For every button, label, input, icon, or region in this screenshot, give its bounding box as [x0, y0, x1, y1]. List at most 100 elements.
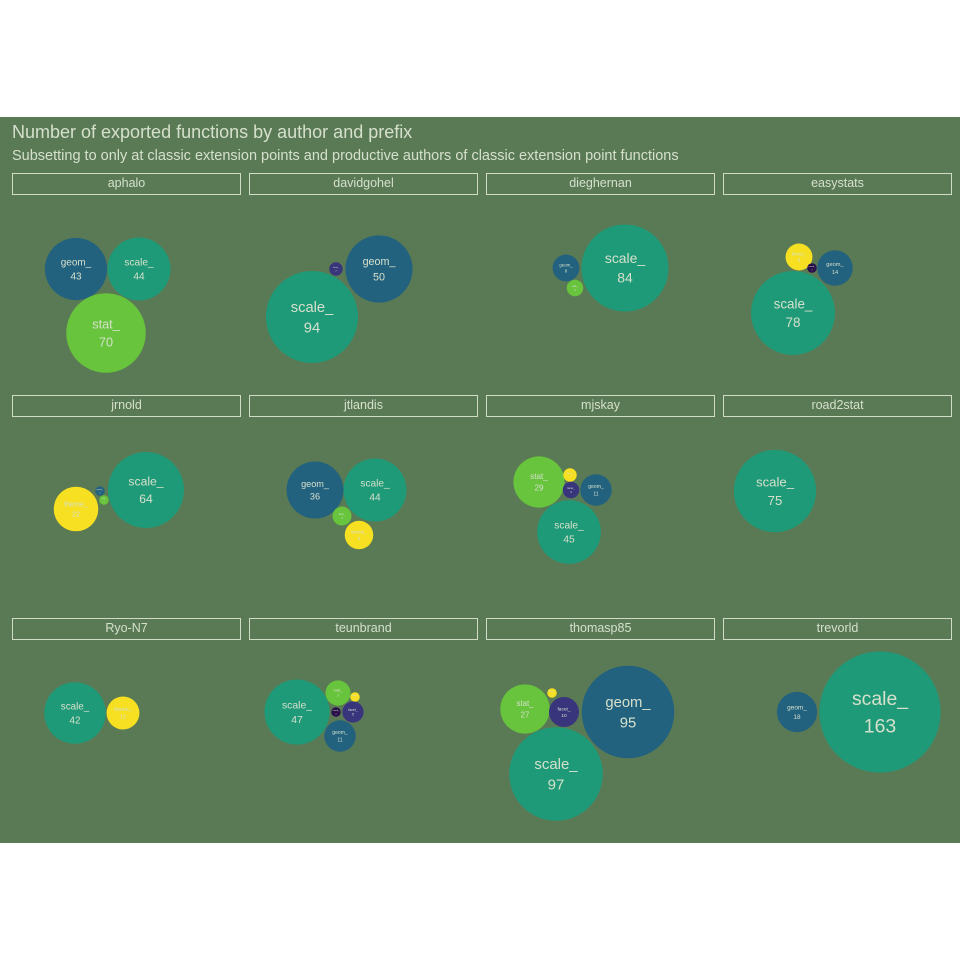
facet-strip-davidgohel: davidgohel — [249, 173, 478, 195]
facet-strip-ryo-n7: Ryo-N7 — [12, 618, 241, 640]
bubble-prefix-label: scale_ — [61, 702, 90, 713]
facet-mjskay: stat_ 29 theme_2 facet_3 geom_11 scale_ 45 — [513, 456, 612, 564]
bubble-prefix-label: facet_ — [557, 706, 570, 712]
bubble-geom-jtlandis — [286, 461, 344, 519]
bubble-prefix-label: theme_ — [114, 707, 132, 713]
bubble-facet-davidgohel — [329, 262, 343, 276]
bubble-prefix-label: theme_ — [548, 690, 556, 693]
bubble-theme-ryo-n7 — [106, 696, 140, 730]
bubble-count-label: 11 — [593, 491, 598, 497]
bubble-scale-davidgohel — [265, 270, 359, 364]
facet-aphalo: geom_ 43 scale_ 44 stat_ 70 — [44, 237, 171, 373]
bubble-stat-mjskay — [513, 456, 565, 508]
bubble-facet-mjskay — [562, 481, 580, 499]
bubble-count-label: 44 — [133, 272, 145, 283]
bubble-prefix-label: theme_ — [566, 472, 574, 475]
bubble-scale-thomasp85 — [509, 727, 603, 821]
facet-strip-dieghernan: dieghernan — [486, 173, 715, 195]
bubble-count-label: 22 — [72, 510, 80, 518]
bubble-prefix-label: facet_ — [348, 708, 357, 712]
facet-strip-thomasp85: thomasp85 — [486, 618, 715, 640]
bubble-prefix-label: stat_ — [572, 284, 578, 288]
bubble-scale-jtlandis — [343, 458, 407, 522]
bubble-stat-aphalo — [66, 293, 146, 373]
facet-strip-aphalo: aphalo — [12, 173, 241, 195]
bubble-geom-jrnold — [95, 486, 105, 496]
bubble-prefix-label: facet_ — [567, 486, 575, 490]
bubble-prefix-label: geom_ — [826, 262, 844, 268]
bubble-count-label: 1 — [99, 492, 101, 494]
bubble-stat-jrnold — [99, 495, 109, 505]
bubble-count-label: 3 — [574, 288, 576, 292]
bubble-theme-jrnold — [53, 486, 99, 532]
chart-title: Number of exported functions by author a… — [12, 122, 413, 142]
bubble-scale-easystats — [751, 271, 835, 355]
bubble-count-label: 1 — [335, 713, 337, 715]
bubble-geom-mjskay — [580, 474, 612, 506]
facet-strip-road2stat: road2stat — [723, 395, 952, 417]
bubble-count-label: 9 — [358, 536, 361, 541]
bubble-prefix-label: theme_ — [351, 529, 367, 534]
bubble-count-label: 97 — [548, 777, 565, 794]
bubble-coord-teunbrand — [331, 707, 341, 717]
facet-road2stat: scale_ 75 — [733, 449, 817, 533]
bubble-prefix-label: scale_ — [534, 756, 578, 773]
bubble-stat-teunbrand — [325, 680, 351, 706]
bubble-prefix-label: geom_ — [605, 695, 651, 711]
bubble-count-label: 29 — [534, 484, 544, 493]
bubble-count-label: 45 — [563, 535, 575, 546]
bubble-geom-aphalo — [44, 237, 108, 301]
bubble-prefix-label: theme_ — [351, 694, 359, 697]
bubble-prefix-label: geom_ — [588, 484, 604, 490]
bubble-count-label: 44 — [369, 493, 381, 504]
bubble-prefix-label: scale_ — [124, 257, 154, 268]
bubble-prefix-label: geom_ — [559, 262, 573, 267]
bubble-scale-mjskay — [537, 500, 601, 564]
bubble-count-label: 2 — [335, 270, 337, 272]
bubble-stat-jtlandis — [332, 506, 352, 526]
facet-ryo-n7: scale_ 42 theme_ 12 — [44, 682, 140, 744]
bubble-count-label: 12 — [120, 715, 126, 721]
bubble-count-label: 18 — [793, 714, 801, 721]
bubble-count-label: 11 — [337, 737, 342, 743]
bubble-scale-ryo-n7 — [44, 682, 106, 744]
facet-dieghernan: geom_ 8 scale_ 84 stat_3 — [552, 224, 669, 312]
bubble-count-label: 95 — [620, 716, 636, 732]
bubble-facet-teunbrand — [342, 701, 364, 723]
bubble-prefix-label: scale_ — [774, 296, 813, 311]
bubble-geom-teunbrand — [324, 720, 356, 752]
bubble-count-label: 4 — [341, 516, 343, 520]
bubble-prefix-label: coord_ — [809, 265, 816, 268]
bubble-theme-teunbrand — [350, 692, 360, 702]
bubble-prefix-label: scale_ — [852, 688, 909, 710]
bubble-prefix-label: facet_ — [333, 266, 340, 269]
bubble-count-label: 64 — [139, 492, 153, 506]
bubble-prefix-label: scale_ — [756, 474, 795, 489]
facet-strip-jtlandis: jtlandis — [249, 395, 478, 417]
bubble-prefix-label: coord_ — [333, 709, 340, 712]
bubble-scale-teunbrand — [264, 679, 330, 745]
bubble-prefix-label: stat_ — [92, 317, 121, 332]
bubble-count-label: 163 — [864, 715, 896, 737]
bubble-count-label: 1 — [811, 269, 813, 271]
bubble-geom-trevorld — [776, 691, 818, 733]
bubble-prefix-label: theme_ — [64, 501, 89, 509]
bubble-prefix-label: geom_ — [787, 705, 807, 712]
bubble-scale-jrnold — [108, 452, 184, 528]
bubble-prefix-label: geom_ — [61, 258, 92, 269]
facet-strip-mjskay: mjskay — [486, 395, 715, 417]
bubble-prefix-label: geom_ — [363, 256, 397, 268]
bubble-count-label: 94 — [304, 320, 320, 336]
bubble-facet-thomasp85 — [548, 696, 580, 728]
bubble-count-label: 70 — [99, 334, 113, 349]
bubble-prefix-label: scale_ — [128, 475, 163, 489]
bubble-prefix-label: geom_ — [332, 730, 348, 736]
bubble-stat-dieghernan — [566, 279, 584, 297]
bubble-count-label: 78 — [786, 315, 801, 330]
bubble-count-label: 75 — [768, 493, 783, 508]
facet-thomasp85: stat_ 27 theme_1 facet_10 geom_ 95 scale_ 97 — [500, 665, 675, 821]
bubble-count-label: 8 — [565, 269, 568, 274]
bubble-scale-trevorld — [819, 651, 941, 773]
bubble-prefix-label: theme_ — [792, 251, 807, 256]
